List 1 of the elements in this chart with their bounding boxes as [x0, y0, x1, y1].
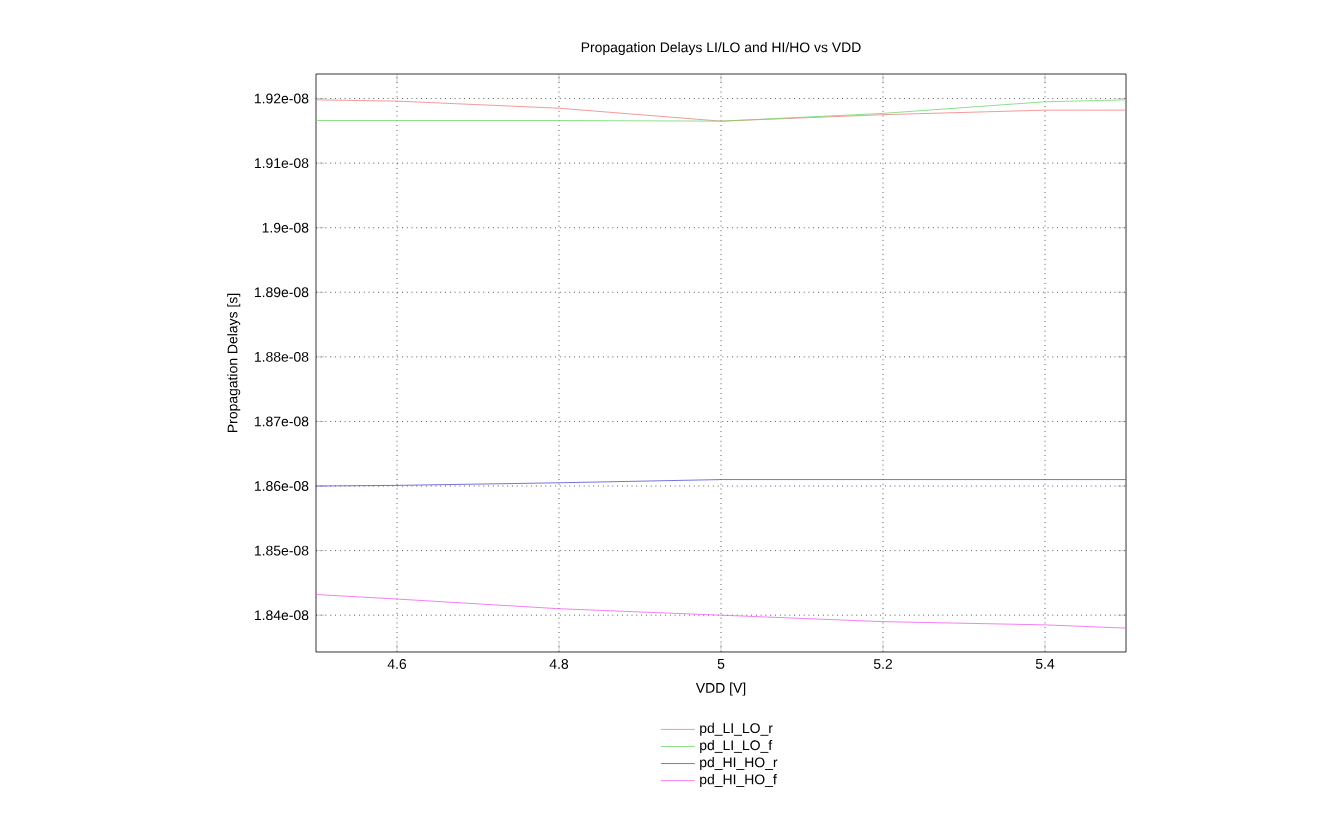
- line-series: [316, 99, 1127, 122]
